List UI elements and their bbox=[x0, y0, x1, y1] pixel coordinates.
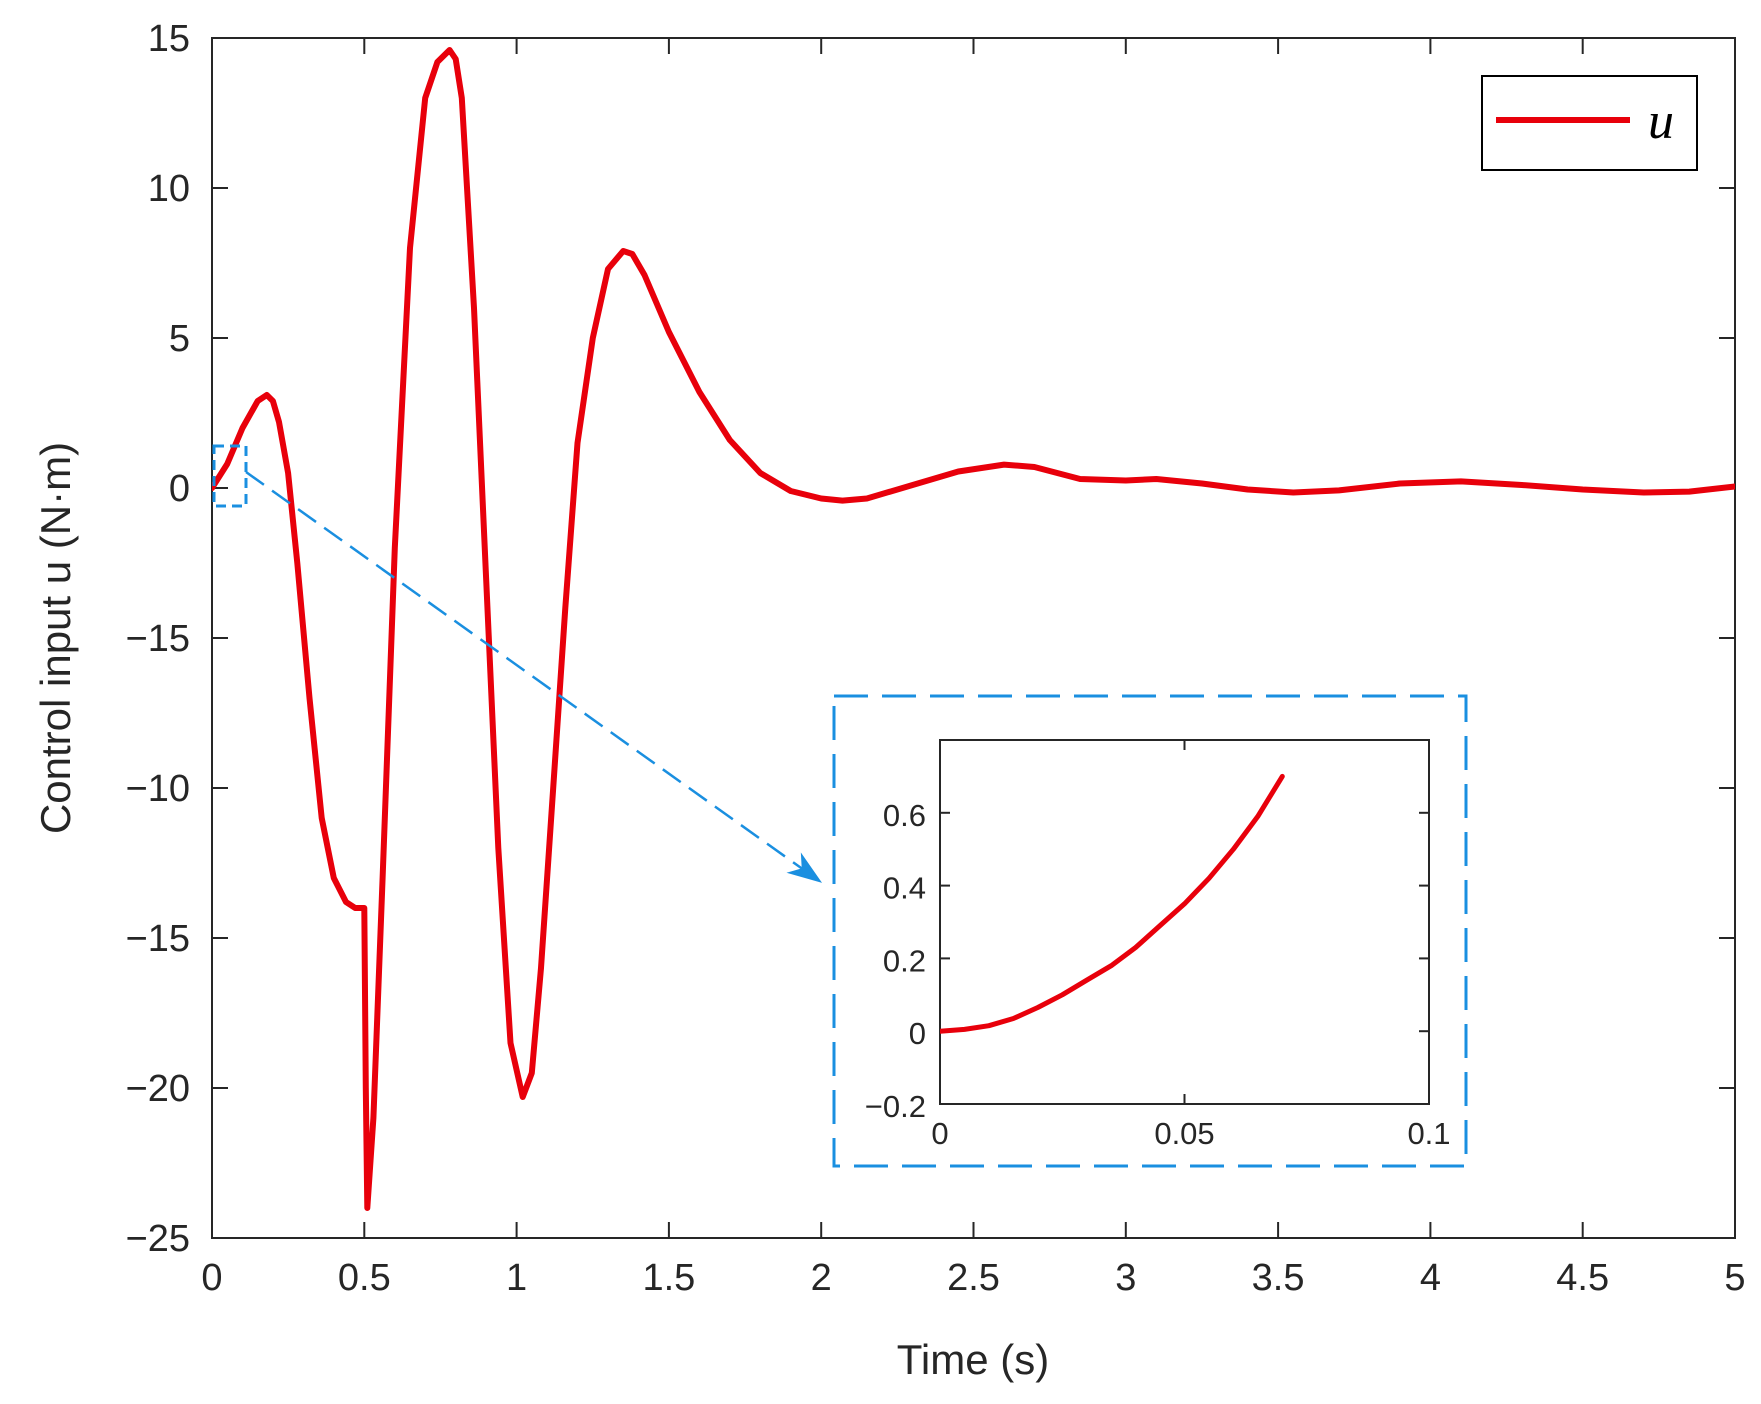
y-tick-label: 0.4 bbox=[883, 871, 926, 906]
y-tick-label: 0.6 bbox=[883, 798, 926, 833]
y-tick-label: −20 bbox=[126, 1068, 190, 1110]
x-axis-label: Time (s) bbox=[897, 1336, 1049, 1383]
x-tick-label: 4.5 bbox=[1556, 1257, 1609, 1299]
x-tick-label: 1 bbox=[506, 1257, 527, 1299]
inset-y-tick-labels: 0.6 0.4 0.2 0 −0.2 bbox=[865, 798, 926, 1124]
y-tick-label: 5 bbox=[169, 318, 190, 360]
x-tick-label: 2 bbox=[811, 1257, 832, 1299]
zoom-arrow bbox=[245, 470, 823, 883]
series-u-line bbox=[212, 47, 1735, 1211]
x-tick-label: 0 bbox=[931, 1116, 948, 1151]
y-axis-label: Control input u (N·m) bbox=[32, 442, 79, 834]
inset-series-u-line bbox=[940, 773, 1285, 1034]
legend: u bbox=[1481, 75, 1698, 171]
x-tick-label: 3 bbox=[1115, 1257, 1136, 1299]
x-tick-label: 0.5 bbox=[338, 1257, 391, 1299]
y-tick-label: 15 bbox=[148, 18, 190, 60]
main-axis-ticks bbox=[211, 37, 1736, 1239]
y-tick-label: −10 bbox=[126, 768, 190, 810]
x-tick-label: 0.1 bbox=[1407, 1116, 1450, 1151]
inset-x-tick-labels: 0 0.05 0.1 bbox=[931, 1116, 1450, 1151]
x-tick-label: 5 bbox=[1724, 1257, 1745, 1299]
inset-plot-area bbox=[939, 739, 1430, 1105]
zoom-region-marker bbox=[212, 444, 248, 508]
y-tick-label: −0.2 bbox=[865, 1089, 926, 1124]
inset-axis-ticks bbox=[939, 740, 1430, 1105]
x-tick-label: 3.5 bbox=[1252, 1257, 1305, 1299]
x-tick-label: 4 bbox=[1420, 1257, 1441, 1299]
x-tick-label: 0.05 bbox=[1154, 1116, 1214, 1151]
y-tick-label: −15 bbox=[126, 918, 190, 960]
x-tick-label: 2.5 bbox=[947, 1257, 1000, 1299]
y-tick-label: −25 bbox=[126, 1218, 190, 1260]
main-y-tick-labels: 15 10 5 0 −15 −10 −15 −20 −25 bbox=[126, 18, 190, 1260]
y-tick-label: 0 bbox=[169, 468, 190, 510]
y-tick-label: 0.2 bbox=[883, 943, 926, 978]
legend-label-u: u bbox=[1648, 93, 1674, 150]
y-tick-label: 10 bbox=[148, 168, 190, 210]
x-tick-label: 0 bbox=[201, 1257, 222, 1299]
y-tick-label: −15 bbox=[126, 618, 190, 660]
y-tick-label: 0 bbox=[909, 1016, 926, 1051]
main-x-tick-labels: 0 0.5 1 1.5 2 2.5 3 3.5 4 4.5 5 bbox=[201, 1257, 1745, 1299]
x-tick-label: 1.5 bbox=[642, 1257, 695, 1299]
